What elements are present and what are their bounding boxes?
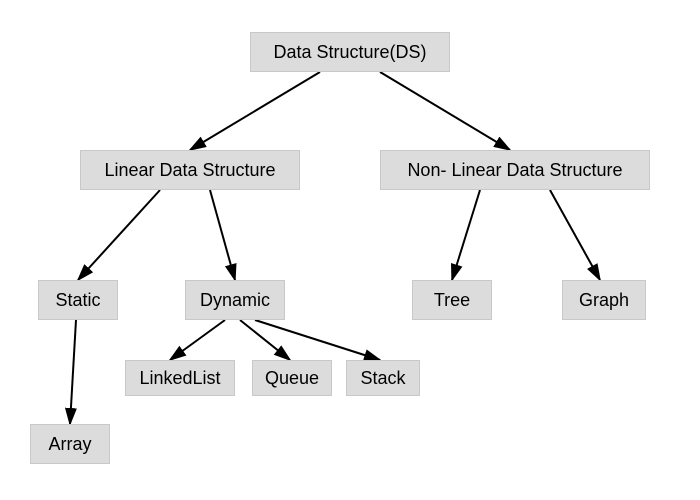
node-label: LinkedList [139,368,220,389]
edge-linear-dynamic [210,190,235,280]
node-linked: LinkedList [125,360,235,396]
node-dynamic: Dynamic [185,280,285,320]
node-array: Array [30,424,110,464]
node-label: Linear Data Structure [104,160,275,181]
edge-dynamic-queue [240,320,290,360]
edge-nonlin-tree [452,190,480,280]
node-static: Static [38,280,118,320]
node-tree: Tree [412,280,492,320]
edge-root-nonlin [380,72,510,150]
node-queue: Queue [252,360,332,396]
node-label: Tree [434,290,470,311]
edge-root-linear [190,72,320,150]
node-linear: Linear Data Structure [80,150,300,190]
edge-linear-static [78,190,160,280]
edge-nonlin-graph [550,190,600,280]
edge-static-array [70,320,76,424]
diagram-canvas: Data Structure(DS) Linear Data Structure N… [0,0,700,500]
node-label: Array [48,434,91,455]
node-label: Stack [360,368,405,389]
node-label: Static [55,290,100,311]
node-label: Graph [579,290,629,311]
edge-dynamic-stack [255,320,380,360]
node-label: Queue [265,368,319,389]
node-label: Dynamic [200,290,270,311]
node-label: Data Structure(DS) [273,42,426,63]
node-graph: Graph [562,280,646,320]
node-stack: Stack [346,360,420,396]
node-root: Data Structure(DS) [250,32,450,72]
node-nonlin: Non- Linear Data Structure [380,150,650,190]
edge-dynamic-linked [170,320,225,360]
node-label: Non- Linear Data Structure [407,160,622,181]
